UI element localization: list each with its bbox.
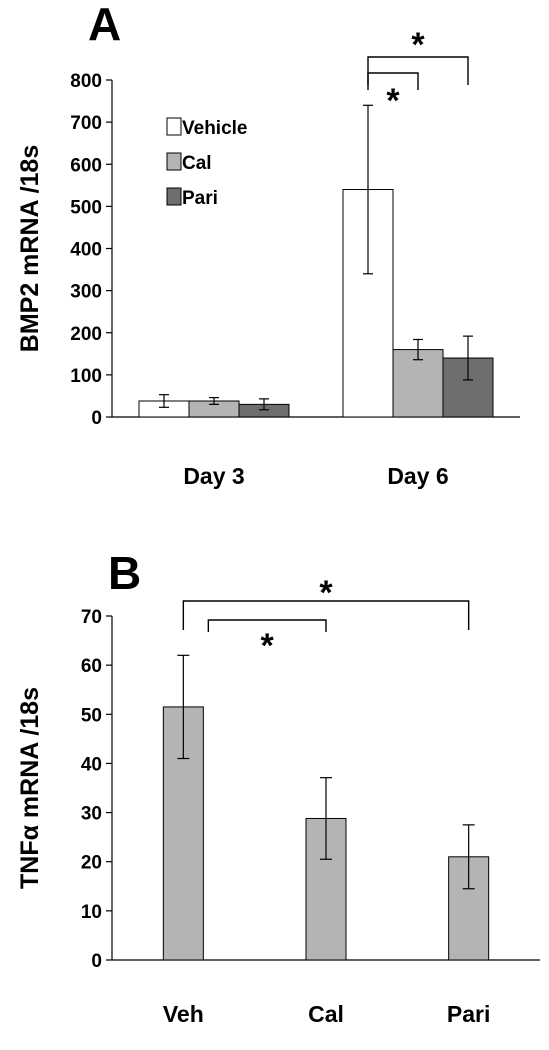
- y-tick-label: 0: [91, 951, 102, 972]
- y-tick-label: 60: [81, 656, 102, 677]
- category-label: Cal: [308, 1001, 344, 1027]
- panel-b-chart: B TNFα mRNA /18s 0 10 20 30 40 50 60 70 Veh Cal Pari…: [16, 547, 540, 1027]
- panel-label-b: B: [108, 547, 141, 599]
- panel-label-a: A: [88, 0, 121, 50]
- y-tick-label: 70: [81, 607, 102, 628]
- y-tick-label: 600: [70, 155, 102, 176]
- category-label: Veh: [163, 1001, 204, 1027]
- significance-bracket: [207, 619, 327, 632]
- y-tick-label: 200: [70, 324, 102, 345]
- significance-star: *: [319, 574, 333, 612]
- category-label: Day 3: [183, 463, 244, 489]
- significance-star: *: [411, 26, 425, 64]
- legend-swatch: [166, 187, 182, 206]
- y-tick-label: 20: [81, 853, 102, 874]
- y-tick-label: 30: [81, 804, 102, 825]
- significance-star: *: [386, 82, 400, 120]
- significance-bracket: [367, 56, 469, 85]
- category-label: Day 6: [387, 463, 448, 489]
- y-tick-label: 500: [70, 197, 102, 218]
- legend-label: Pari: [182, 188, 218, 209]
- legend-swatch: [166, 152, 182, 171]
- category-label: Pari: [447, 1001, 490, 1027]
- panel-a-chart: A BMP2 mRNA /18s 0 100 200 300 400 500 600 700 800…: [16, 0, 520, 489]
- legend-label: Cal: [182, 153, 212, 174]
- y-axis-label: TNFα mRNA /18s: [16, 687, 44, 889]
- y-tick-label: 10: [81, 902, 102, 923]
- y-tick-label: 300: [70, 282, 102, 303]
- y-tick-label: 100: [70, 366, 102, 387]
- y-tick-label: 400: [70, 240, 102, 261]
- bar: [392, 349, 444, 418]
- y-tick-label: 40: [81, 754, 102, 775]
- y-tick-label: 0: [91, 408, 102, 429]
- significance-star: *: [261, 627, 275, 665]
- legend-swatch: [166, 117, 182, 136]
- y-axis-label: BMP2 mRNA /18s: [16, 145, 44, 352]
- legend-label: Vehicle: [182, 118, 248, 139]
- y-tick-label: 700: [70, 113, 102, 134]
- legend: Vehicle Cal Pari: [166, 117, 248, 209]
- y-tick-label: 50: [81, 705, 102, 726]
- significance-bracket: [182, 600, 470, 630]
- y-tick-label: 800: [70, 71, 102, 92]
